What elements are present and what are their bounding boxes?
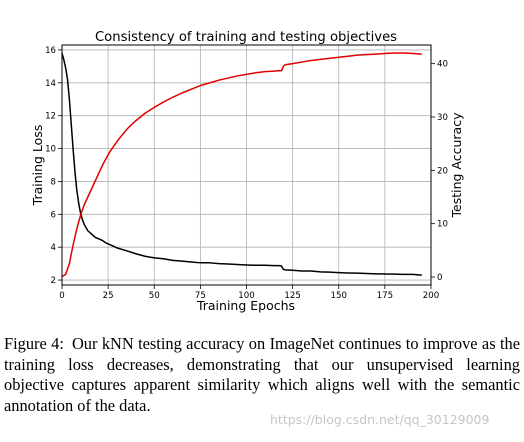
y-left-tick-label-7: 16 (45, 46, 56, 56)
y-right-axis-label: Testing Accuracy (449, 112, 464, 219)
x-tick-label-1: 25 (103, 291, 114, 301)
y-right-tick-label-4: 40 (437, 60, 448, 70)
y-left-tick-label-3: 8 (51, 177, 56, 187)
y-right-tick-label-2: 20 (437, 166, 448, 176)
y-right-tick-label-1: 10 (437, 220, 448, 230)
chart: Consistency of training and testing obje… (30, 30, 464, 313)
x-tick-label-8: 200 (423, 291, 439, 301)
caption-text: Our kNN testing accuracy on ImageNet con… (4, 334, 521, 415)
y-left-axis-label: Training Loss (30, 125, 45, 207)
testing-accuracy-line (61, 52, 422, 278)
series (61, 52, 422, 278)
caption-label: Figure 4: (4, 334, 64, 353)
x-tick-label-5: 125 (284, 291, 300, 301)
x-tick-label-0: 0 (59, 291, 64, 301)
y-left-tick-label-4: 10 (45, 145, 56, 155)
grid (61, 45, 432, 285)
y-left-ticks: 2 4 6 8 10 12 14 16 (45, 46, 62, 286)
y-left-tick-label-1: 4 (51, 243, 56, 253)
y-right-tick-label-0: 0 (437, 273, 442, 283)
x-axis-label: Training Epochs (196, 298, 295, 313)
x-tick-label-6: 150 (331, 291, 347, 301)
figure-caption: Figure 4: Our kNN testing accuracy on Ima… (4, 334, 520, 416)
y-right-ticks: 0 10 20 30 40 (431, 60, 448, 283)
y-left-tick-label-5: 12 (45, 112, 56, 122)
x-tick-label-2: 50 (149, 291, 160, 301)
y-left-tick-label-2: 6 (51, 210, 56, 220)
x-tick-label-7: 175 (377, 291, 393, 301)
x-tick-label-3: 75 (195, 291, 206, 301)
x-tick-label-4: 100 (238, 291, 254, 301)
y-left-tick-label-6: 14 (45, 79, 56, 89)
y-left-tick-label-0: 2 (51, 276, 56, 286)
y-right-tick-label-3: 30 (437, 113, 448, 123)
training-loss-line (61, 53, 422, 276)
watermark: https://blog.csdn.net/qq_30129009 (270, 412, 490, 427)
x-ticks: 0 25 50 75 100 125 150 175 200 (59, 285, 439, 301)
chart-title: Consistency of training and testing obje… (95, 30, 397, 45)
